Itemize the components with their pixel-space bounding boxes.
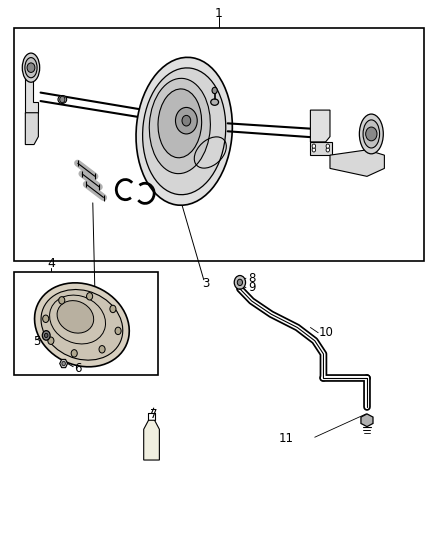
Polygon shape bbox=[60, 359, 67, 368]
Text: 4: 4 bbox=[47, 257, 55, 270]
Circle shape bbox=[42, 330, 50, 340]
Circle shape bbox=[99, 345, 105, 353]
Text: 8: 8 bbox=[249, 272, 256, 285]
Ellipse shape bbox=[58, 95, 67, 103]
Circle shape bbox=[182, 115, 191, 126]
Ellipse shape bbox=[149, 78, 210, 174]
Circle shape bbox=[176, 108, 197, 134]
Circle shape bbox=[366, 127, 377, 141]
Polygon shape bbox=[330, 150, 385, 176]
Text: 9: 9 bbox=[249, 281, 256, 294]
Circle shape bbox=[60, 96, 65, 103]
Circle shape bbox=[237, 279, 243, 286]
Text: 3: 3 bbox=[202, 277, 210, 290]
Text: 2: 2 bbox=[91, 292, 99, 305]
Polygon shape bbox=[25, 68, 39, 113]
Ellipse shape bbox=[359, 114, 383, 154]
Polygon shape bbox=[311, 142, 332, 155]
Ellipse shape bbox=[22, 53, 40, 82]
Circle shape bbox=[312, 148, 316, 152]
Circle shape bbox=[234, 276, 246, 289]
Polygon shape bbox=[361, 414, 373, 426]
Ellipse shape bbox=[143, 68, 226, 195]
Ellipse shape bbox=[25, 58, 37, 78]
Text: 10: 10 bbox=[319, 326, 334, 340]
Circle shape bbox=[48, 337, 54, 344]
Polygon shape bbox=[311, 110, 330, 142]
Text: 6: 6 bbox=[74, 362, 81, 375]
Circle shape bbox=[59, 297, 65, 304]
Circle shape bbox=[27, 63, 35, 72]
Text: 11: 11 bbox=[279, 432, 294, 446]
Circle shape bbox=[42, 315, 49, 322]
Circle shape bbox=[326, 148, 329, 152]
Polygon shape bbox=[144, 420, 159, 460]
Circle shape bbox=[110, 305, 116, 313]
Bar bbox=[14, 272, 158, 375]
Ellipse shape bbox=[211, 99, 219, 106]
Bar bbox=[14, 28, 424, 261]
Ellipse shape bbox=[35, 283, 129, 367]
Text: 7: 7 bbox=[150, 408, 158, 422]
Circle shape bbox=[45, 333, 48, 337]
Circle shape bbox=[71, 350, 77, 357]
Ellipse shape bbox=[363, 120, 380, 148]
Ellipse shape bbox=[57, 301, 94, 333]
Circle shape bbox=[87, 293, 93, 300]
Ellipse shape bbox=[136, 58, 232, 205]
Ellipse shape bbox=[158, 89, 201, 158]
Circle shape bbox=[326, 144, 329, 148]
Polygon shape bbox=[25, 113, 39, 144]
Circle shape bbox=[312, 144, 316, 148]
Circle shape bbox=[212, 87, 217, 94]
Circle shape bbox=[62, 361, 65, 366]
Text: 5: 5 bbox=[33, 335, 41, 348]
Ellipse shape bbox=[41, 289, 123, 360]
Text: 1: 1 bbox=[215, 7, 223, 20]
Circle shape bbox=[115, 327, 121, 335]
